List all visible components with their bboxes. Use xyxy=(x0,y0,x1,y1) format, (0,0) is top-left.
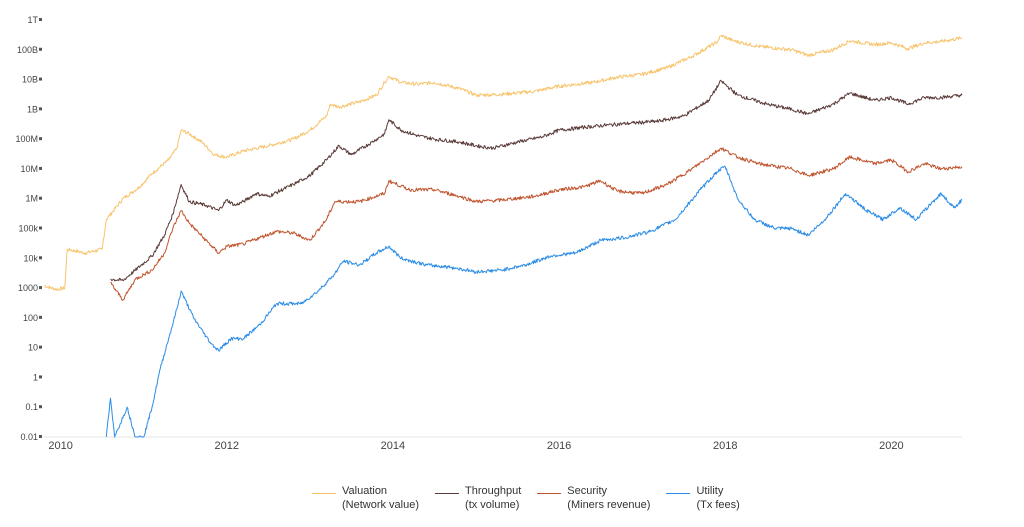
series-line-throughput[interactable] xyxy=(110,79,963,282)
legend-item-valuation[interactable]: Valuation (Network value) xyxy=(312,484,419,512)
x-tick-label: 2010 xyxy=(48,440,72,452)
y-tick-label: 10 xyxy=(28,343,38,353)
y-tick-mark xyxy=(39,345,42,349)
y-tick-mark xyxy=(39,196,42,200)
y-tick-mark xyxy=(39,47,42,51)
y-tick-label: 0.01 xyxy=(20,432,38,442)
y-tick-label: 1 xyxy=(33,372,38,382)
legend-swatch-utility xyxy=(666,493,691,494)
x-tick-label: 2020 xyxy=(879,440,903,452)
y-tick-label: 1000 xyxy=(18,283,38,293)
y-tick-mark xyxy=(39,405,42,409)
y-tick-label: 1B xyxy=(27,104,38,114)
y-tick-mark xyxy=(39,166,42,170)
legend-sublabel-security: (Miners revenue) xyxy=(567,499,651,511)
y-axis: 0.01 0.1 1 10 100 1000 10k 100k 1M 10M 100M 1B 10B 10… xyxy=(15,15,42,442)
y-tick-mark xyxy=(39,315,42,319)
legend-swatch-valuation xyxy=(312,493,336,494)
legend-item-security[interactable]: Security (Miners revenue) xyxy=(537,484,650,512)
series-line-security[interactable] xyxy=(110,147,963,301)
y-tick-label: 1M xyxy=(25,194,38,204)
legend-sublabel-throughput: (tx volume) xyxy=(465,499,520,511)
x-tick-label: 2014 xyxy=(381,440,405,452)
series-group xyxy=(43,34,963,438)
legend-label-security: Security xyxy=(567,485,608,497)
y-tick-label: 100k xyxy=(18,224,38,234)
legend-swatch-security xyxy=(537,493,562,494)
y-tick-mark xyxy=(39,286,42,290)
y-tick-label: 10M xyxy=(20,164,38,174)
x-tick-label: 2016 xyxy=(547,440,571,452)
y-tick-label: 10B xyxy=(22,75,38,85)
series-line-valuation[interactable] xyxy=(43,34,963,291)
y-tick-mark xyxy=(39,18,42,21)
x-tick-label: 2018 xyxy=(713,440,737,452)
y-tick-mark xyxy=(39,435,42,438)
legend-item-utility[interactable]: Utility (Tx fees) xyxy=(666,484,740,512)
y-tick-label: 100M xyxy=(15,134,38,144)
legend-sublabel-valuation: (Network value) xyxy=(342,499,420,511)
y-tick-mark xyxy=(39,107,42,111)
y-tick-label: 0.1 xyxy=(25,402,38,412)
legend-item-throughput[interactable]: Throughput (tx volume) xyxy=(435,484,521,512)
legend-swatch-throughput xyxy=(435,493,460,494)
y-tick-label: 100 xyxy=(23,313,38,323)
series-line-utility[interactable] xyxy=(105,165,963,438)
y-tick-mark xyxy=(39,226,42,230)
y-tick-mark xyxy=(39,137,42,141)
y-tick-mark xyxy=(39,256,42,260)
legend-sublabel-utility: (Tx fees) xyxy=(696,499,740,511)
y-tick-label: 1T xyxy=(27,15,38,25)
x-tick-label: 2012 xyxy=(215,440,239,452)
x-axis: 2010 2012 2014 2016 2018 2020 xyxy=(44,436,962,452)
legend-label-utility: Utility xyxy=(696,485,724,497)
legend: Valuation (Network value) Throughput (tx… xyxy=(312,484,756,512)
y-tick-label: 10k xyxy=(23,253,38,263)
y-tick-mark xyxy=(39,77,42,81)
legend-label-throughput: Throughput xyxy=(465,485,522,497)
legend-label-valuation: Valuation xyxy=(342,485,388,497)
y-tick-mark xyxy=(39,375,42,379)
y-tick-label: 100B xyxy=(17,45,38,55)
